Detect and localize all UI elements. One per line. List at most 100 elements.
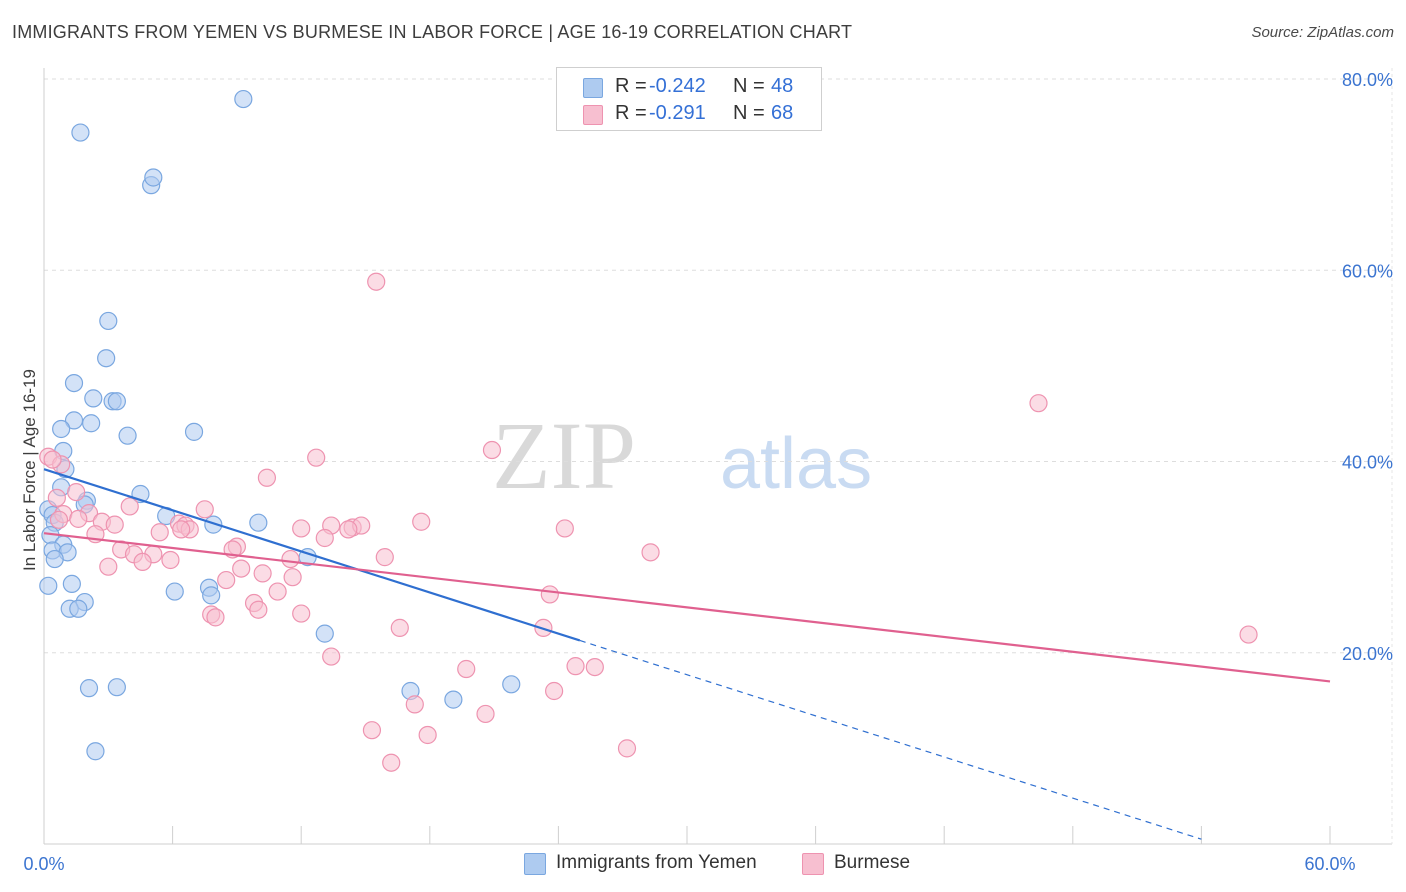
burmese-point: [382, 753, 401, 772]
burmese-point: [540, 585, 559, 604]
yemen-point: [64, 411, 84, 430]
burmese-point: [217, 570, 236, 590]
yemen-point: [86, 742, 105, 761]
yemen-point: [249, 513, 268, 532]
burmese-point: [362, 721, 382, 740]
burmese-point: [283, 568, 302, 587]
burmese-point: [268, 582, 287, 601]
burmese-point: [257, 468, 277, 487]
burmese-point: [292, 519, 311, 538]
burmese-point: [49, 510, 69, 529]
burmese-point: [253, 564, 272, 583]
yemen-point: [234, 89, 253, 109]
yemen-point: [444, 690, 463, 709]
burmese-point: [43, 450, 62, 469]
burmese-point: [67, 483, 86, 502]
r-label: R =: [615, 75, 647, 97]
burmese-point: [585, 657, 604, 677]
yemen-point: [315, 624, 334, 643]
yemen-trend-extension: [579, 639, 1202, 840]
burmese-point: [412, 512, 431, 531]
burmese-legend-swatch: [802, 853, 824, 875]
y-tick-label: 80.0%: [1342, 70, 1393, 90]
burmese-point: [405, 695, 424, 714]
burmese-point: [1029, 394, 1048, 413]
legend-row-burmese: R = -0.291 N = 68: [557, 100, 821, 128]
yemen-point: [184, 422, 204, 441]
x-tick-label: 60.0%: [1304, 854, 1355, 874]
burmese-point: [120, 497, 139, 516]
burmese-point: [99, 557, 118, 576]
burmese-point: [367, 272, 386, 291]
yemen-point: [107, 392, 126, 411]
burmese-point: [617, 739, 637, 758]
yemen-trend-line: [43, 468, 581, 642]
burmese-point: [418, 725, 437, 745]
yemen-swatch: [583, 78, 603, 98]
yemen-legend-label: Immigrants from Yemen: [556, 852, 757, 873]
burmese-point: [69, 509, 88, 528]
burmese-point: [47, 488, 66, 507]
yemen-n-value: 48: [771, 75, 794, 97]
yemen-point: [39, 576, 58, 595]
yemen-point: [79, 679, 99, 698]
burmese-point: [195, 500, 214, 519]
yemen-point: [144, 168, 163, 187]
burmese-point: [1239, 625, 1258, 644]
burmese-r-value: -0.291: [649, 102, 706, 124]
y-tick-label: 40.0%: [1342, 453, 1393, 473]
burmese-point: [375, 548, 394, 567]
burmese-point: [105, 515, 124, 534]
burmese-point: [457, 659, 476, 679]
watermark-atlas: atlas: [720, 424, 872, 504]
yemen-point: [99, 311, 118, 331]
yemen-point: [84, 389, 103, 408]
yemen-point: [64, 373, 84, 393]
burmese-point: [339, 520, 358, 539]
yemen-point: [204, 515, 223, 534]
burmese-point: [161, 550, 180, 570]
y-tick-label: 20.0%: [1342, 644, 1393, 664]
burmese-point: [315, 528, 334, 548]
burmese-point: [566, 657, 585, 676]
chart-title: IMMIGRANTS FROM YEMEN VS BURMESE IN LABO…: [12, 22, 853, 42]
burmese-n-value: 68: [771, 102, 794, 124]
burmese-point: [322, 647, 341, 666]
burmese-trend-line: [43, 532, 1331, 683]
yemen-point: [62, 574, 81, 594]
burmese-point: [133, 552, 152, 572]
burmese-point: [390, 618, 409, 637]
burmese-point: [172, 520, 191, 539]
burmese-point: [150, 523, 169, 542]
burmese-point: [232, 559, 251, 578]
burmese-swatch: [583, 105, 603, 125]
burmese-point: [641, 543, 660, 562]
yemen-point: [52, 419, 71, 439]
burmese-point: [206, 608, 225, 627]
burmese-point: [281, 549, 300, 569]
yemen-point: [502, 675, 521, 694]
burmese-point: [307, 448, 326, 467]
source-label: Source: ZipAtlas.com: [1251, 24, 1394, 41]
burmese-point: [555, 519, 574, 538]
burmese-point: [545, 681, 564, 701]
yemen-point: [107, 678, 126, 697]
correlation-legend: R = -0.242 N = 48 R = -0.291 N = 68: [556, 67, 822, 131]
burmese-point: [476, 704, 495, 724]
watermark-zip: ZIP: [492, 402, 636, 509]
watermark: ZIP atlas: [492, 402, 872, 509]
yemen-point: [118, 426, 137, 445]
n-label: N =: [733, 102, 765, 124]
yemen-point: [97, 349, 116, 368]
burmese-point: [292, 604, 311, 623]
yemen-legend-swatch: [524, 853, 546, 875]
y-tick-label: 60.0%: [1342, 261, 1393, 281]
legend-row-yemen: R = -0.242 N = 48: [557, 73, 821, 101]
yemen-r-value: -0.242: [649, 75, 706, 97]
x-tick-label: 0.0%: [23, 854, 64, 874]
burmese-legend-label: Burmese: [834, 852, 911, 873]
yemen-point: [71, 123, 90, 142]
yemen-point: [82, 414, 101, 433]
yemen-point: [45, 549, 64, 569]
